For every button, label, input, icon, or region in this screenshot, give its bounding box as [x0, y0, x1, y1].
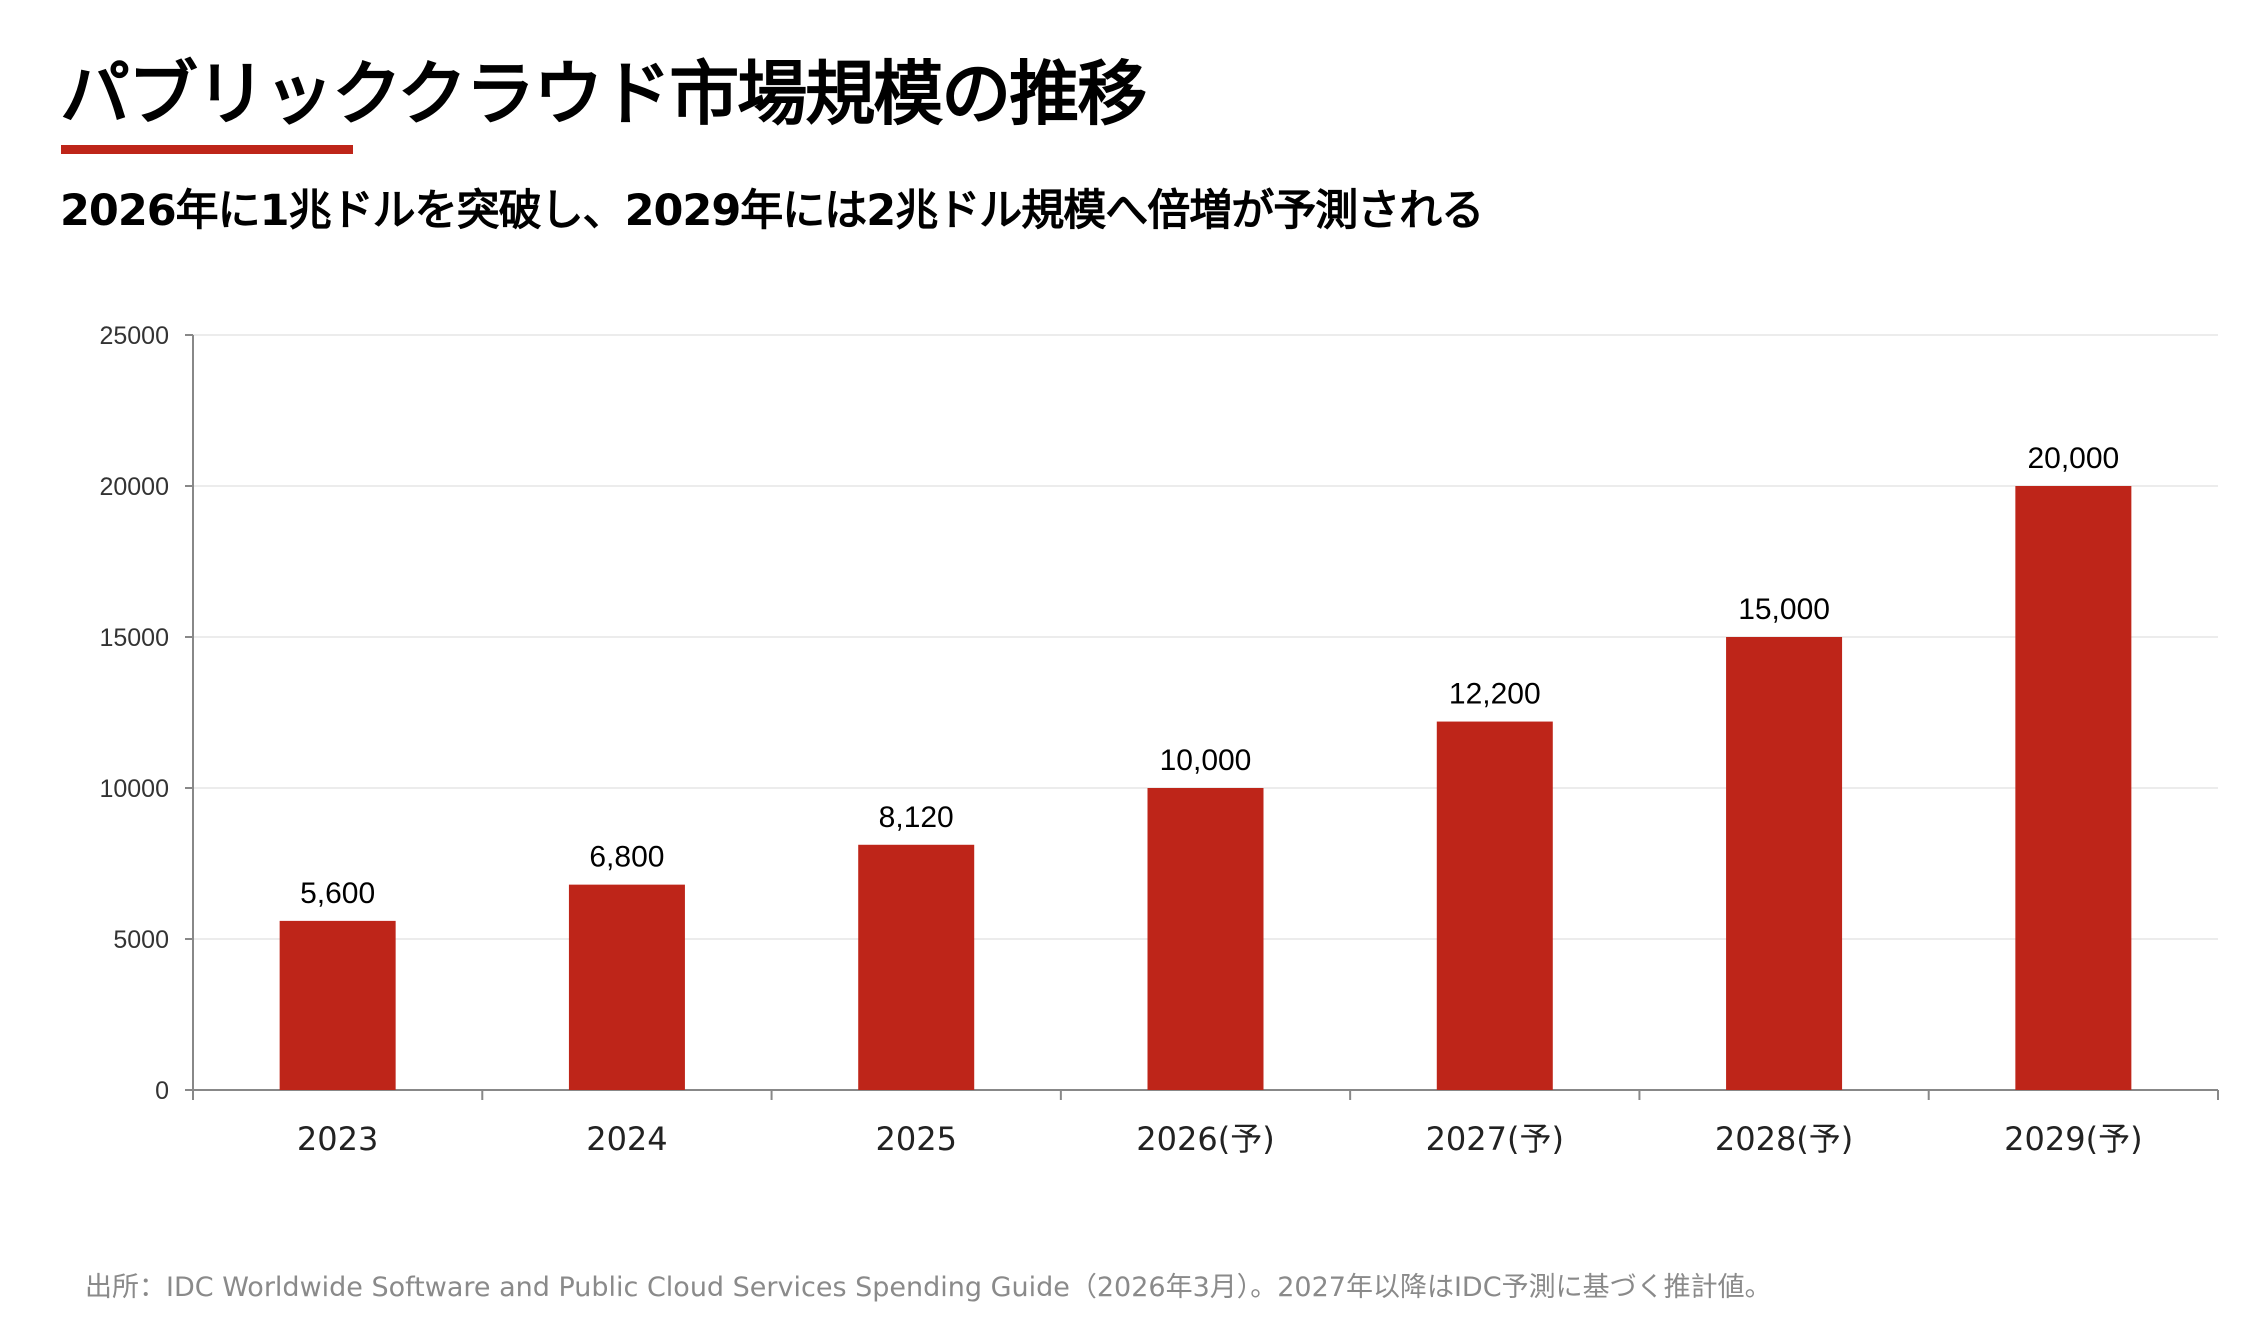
data-label: 15,000 [1738, 593, 1830, 626]
title-accent-bar [61, 145, 353, 154]
x-tick-label: 2024 [586, 1120, 667, 1158]
y-tick-label: 0 [155, 1077, 169, 1105]
bar-2029(予) [2015, 486, 2132, 1090]
x-tick-label: 2026(予) [1136, 1120, 1274, 1158]
bar-2024 [568, 884, 685, 1090]
x-tick-label: 2023 [297, 1120, 378, 1158]
x-tick-label: 2029(予) [2004, 1120, 2142, 1158]
bar-2027(予) [1436, 721, 1553, 1090]
bar-2023 [279, 920, 396, 1090]
bar-2028(予) [1726, 637, 1843, 1090]
y-tick-label: 5000 [113, 926, 169, 954]
data-label: 10,000 [1160, 744, 1252, 777]
bar-2025 [858, 844, 975, 1090]
page-subtitle: 2026年に1兆ドルを突破し、2029年には2兆ドル規模へ倍増が予測される [60, 186, 1484, 236]
x-tick-label: 2025 [875, 1120, 956, 1158]
data-label: 8,120 [879, 801, 954, 834]
data-label: 12,200 [1449, 678, 1541, 711]
source-note: 出所：IDC Worldwide Software and Public Clo… [85, 1272, 1772, 1303]
x-tick-label: 2027(予) [1426, 1120, 1564, 1158]
data-label: 20,000 [2027, 442, 2119, 475]
x-tick-label: 2028(予) [1715, 1120, 1853, 1158]
data-label: 6,800 [589, 841, 664, 874]
y-tick-label: 15000 [99, 624, 169, 652]
y-tick-label: 25000 [99, 322, 169, 350]
data-label: 5,600 [300, 877, 375, 910]
y-tick-label: 20000 [99, 473, 169, 501]
y-tick-label: 10000 [99, 775, 169, 803]
page-title: パブリッククラウド市場規模の推移 [60, 53, 1147, 135]
bar-2026(予) [1147, 788, 1264, 1090]
